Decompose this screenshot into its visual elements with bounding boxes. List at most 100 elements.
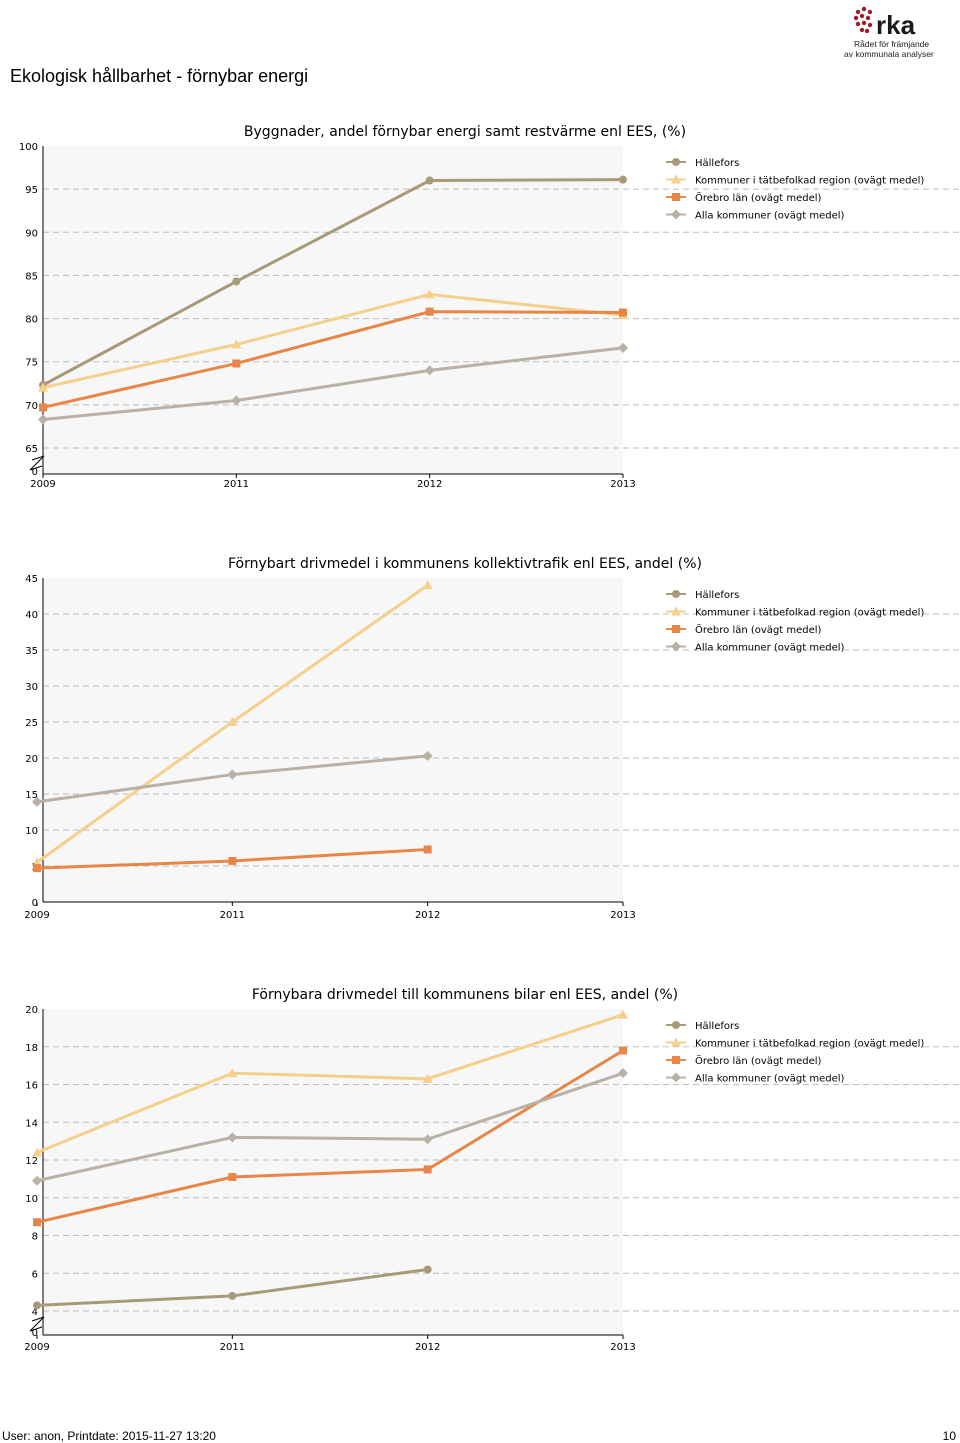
y-tick-label: 6 xyxy=(32,1269,38,1280)
y-tick-label: 18 xyxy=(25,1043,38,1054)
y-tick-label: 4 xyxy=(32,1307,38,1318)
data-point xyxy=(425,176,434,185)
data-point xyxy=(422,580,433,590)
legend-diamond-icon xyxy=(671,641,681,652)
series-rebro-l-n-ov-gt-medel xyxy=(33,845,432,873)
footer-user-printdate: User: anon, Printdate: 2015-11-27 13:20 xyxy=(2,1429,216,1443)
data-point xyxy=(619,1046,627,1055)
chart-title: Förnybara drivmedel till kommunens bilar… xyxy=(252,987,678,1003)
series-rebro-l-n-ov-gt-medel xyxy=(33,1046,627,1227)
data-point xyxy=(227,1068,238,1078)
y-tick-label: 10 xyxy=(25,1194,38,1205)
axis-break-icon xyxy=(29,1316,45,1332)
y-tick-label: 25 xyxy=(25,718,38,729)
series-alla-kommuner-ov-gt-medel xyxy=(38,342,628,425)
y-zero-label: 0 xyxy=(32,1328,38,1339)
y-tick-label: 40 xyxy=(25,610,38,621)
axis-break-icon xyxy=(29,455,45,471)
y-tick-label: 15 xyxy=(25,790,38,801)
data-point xyxy=(424,289,435,299)
x-tick-label: 2011 xyxy=(224,479,249,490)
logo-tagline-1: Rådet för främjande xyxy=(854,39,929,49)
plot-area xyxy=(43,146,623,474)
chart-title: Förnybart drivmedel i kommunens kollekti… xyxy=(228,556,702,572)
x-tick-label: 2012 xyxy=(417,479,442,490)
legend-triangle-icon xyxy=(671,606,681,616)
y-tick-label: 80 xyxy=(25,315,38,326)
x-tick-label: 2011 xyxy=(220,1342,245,1353)
y-tick-label: 70 xyxy=(25,401,38,412)
data-point xyxy=(423,1165,432,1174)
y-tick-label: 95 xyxy=(25,185,38,196)
rka-logo: rka Rådet för främjande av kommunala ana… xyxy=(844,6,934,59)
legend-item: Örebro län (ovägt medel) xyxy=(666,1054,822,1067)
x-tick-label: 2013 xyxy=(610,479,635,490)
legend-label: Hällefors xyxy=(695,1021,739,1032)
data-point xyxy=(425,307,434,316)
legend-item: Kommuner i tätbefolkad region (ovägt med… xyxy=(666,1037,924,1050)
y-tick-label: 30 xyxy=(25,682,38,693)
legend-square-icon xyxy=(672,193,680,201)
data-point xyxy=(227,1132,238,1143)
legend-item: Örebro län (ovägt medel) xyxy=(666,623,822,636)
legend-label: Örebro län (ovägt medel) xyxy=(695,191,822,204)
y-tick-label: 45 xyxy=(25,574,38,585)
data-point xyxy=(619,175,627,184)
y-tick-label: 14 xyxy=(25,1118,38,1129)
data-point xyxy=(422,750,433,761)
legend-triangle-icon xyxy=(671,1037,681,1047)
legend-diamond-icon xyxy=(671,1072,681,1083)
legend-label: Örebro län (ovägt medel) xyxy=(695,623,822,636)
logo-tagline-2: av kommunala analyser xyxy=(844,49,934,59)
logo-dots-icon xyxy=(853,6,873,34)
series-kommuner-i-t-tbefolkad-region-ov-gt-medel xyxy=(38,289,628,392)
series-h-llefors xyxy=(33,1265,432,1310)
legend-label: Hällefors xyxy=(695,590,739,601)
legend-item: Hällefors xyxy=(666,1021,739,1032)
legend-circle-icon xyxy=(672,1021,680,1029)
data-point xyxy=(38,382,48,392)
series-line xyxy=(36,1049,624,1224)
legend-label: Alla kommuner (ovägt medel) xyxy=(695,211,845,222)
plot-area xyxy=(43,578,623,902)
legend-circle-icon xyxy=(672,590,680,598)
y-tick-label: 35 xyxy=(25,646,38,657)
data-point xyxy=(231,339,242,349)
data-point xyxy=(422,1134,433,1145)
legend-triangle-icon xyxy=(671,174,681,184)
series-rebro-l-n-ov-gt-medel xyxy=(39,307,627,412)
y-tick-label: 75 xyxy=(25,358,38,369)
legend-square-icon xyxy=(672,625,680,633)
y-tick-label: 65 xyxy=(25,444,38,455)
data-point xyxy=(33,864,41,873)
data-point xyxy=(32,1147,42,1157)
footer-page-number: 10 xyxy=(942,1429,956,1443)
legend-label: Kommuner i tätbefolkad region (ovägt med… xyxy=(695,608,924,619)
data-point xyxy=(228,1291,237,1300)
data-point xyxy=(38,414,48,425)
legend-item: Alla kommuner (ovägt medel) xyxy=(666,1072,845,1085)
legend-label: Hällefors xyxy=(695,158,739,169)
logo-wordmark: rka xyxy=(876,10,916,40)
x-tick-label: 2013 xyxy=(610,1342,635,1353)
data-point xyxy=(227,717,238,726)
y-tick-label: 0 xyxy=(32,898,38,909)
y-tick-label: 12 xyxy=(25,1156,38,1167)
data-point xyxy=(39,403,47,412)
data-point xyxy=(231,395,242,406)
legend-item: Alla kommuner (ovägt medel) xyxy=(666,209,845,222)
legend-square-icon xyxy=(672,1056,680,1064)
series-line xyxy=(42,310,624,409)
data-point xyxy=(232,359,241,368)
legend-label: Kommuner i tätbefolkad region (ovägt med… xyxy=(695,176,924,187)
data-point xyxy=(423,845,432,854)
data-point xyxy=(232,277,241,286)
legend-item: Kommuner i tätbefolkad region (ovägt med… xyxy=(666,174,924,187)
data-point xyxy=(33,1301,41,1310)
legend-diamond-icon xyxy=(671,209,681,220)
x-tick-label: 2011 xyxy=(220,910,245,921)
y-zero-label: 0 xyxy=(32,467,38,478)
data-point xyxy=(228,856,237,865)
data-point xyxy=(32,1175,42,1186)
